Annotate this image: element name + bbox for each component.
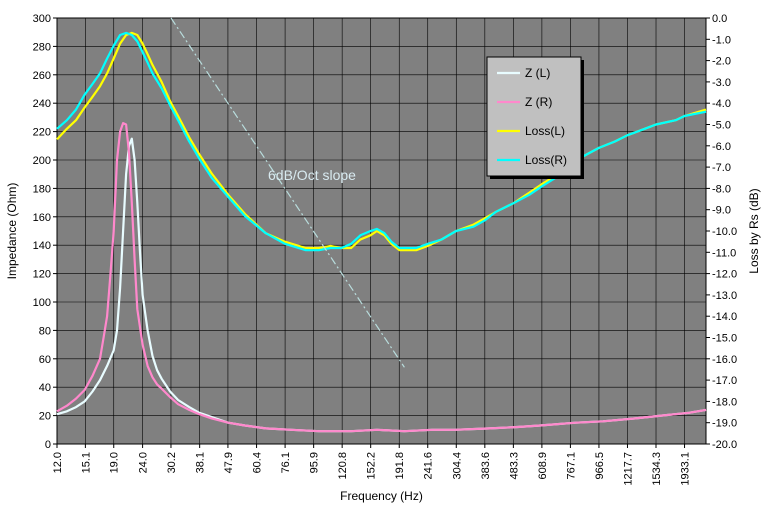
y-left-tick-label: 240: [33, 98, 51, 110]
legend-label: Loss(R): [525, 153, 567, 167]
x-tick-label: 30.2: [166, 452, 178, 473]
x-tick-label: 1217.7: [622, 452, 634, 486]
x-tick-label: 1534.3: [651, 452, 663, 486]
legend-label: Loss(L): [525, 124, 565, 138]
y-left-tick-label: 20: [39, 411, 51, 423]
y-right-tick-label: -15.0: [712, 333, 737, 345]
x-tick-label: 47.9: [223, 452, 235, 473]
slope-annotation: 6dB/Oct slope: [268, 167, 356, 183]
x-tick-label: 383.6: [480, 452, 492, 480]
y-left-tick-label: 60: [39, 354, 51, 366]
y-left-axis-title: Impedance (Ohm): [5, 183, 19, 280]
y-right-tick-label: -17.0: [712, 375, 737, 387]
series-line-z-r: [56, 121, 707, 433]
x-tick-label: 38.1: [195, 452, 207, 473]
y-left-tick-label: 140: [33, 240, 51, 252]
x-tick-label: 241.6: [423, 452, 435, 480]
y-right-tick-label: -18.0: [712, 396, 737, 408]
y-left-tick-label: 300: [33, 13, 51, 25]
y-left-tick-label: 280: [33, 41, 51, 53]
y-right-tick-label: -11.0: [712, 247, 736, 259]
y-right-tick-label: -16.0: [712, 354, 737, 366]
x-tick-label: 1933.1: [680, 452, 692, 486]
x-tick-label: 60.4: [252, 452, 264, 473]
x-tick-label: 95.9: [309, 452, 321, 473]
y-right-tick-label: -3.0: [712, 77, 731, 89]
x-tick-label: 608.9: [537, 452, 549, 480]
y-right-tick-label: -14.0: [712, 311, 737, 323]
y-left-tick-label: 220: [33, 127, 51, 139]
y-right-tick-label: -13.0: [712, 290, 737, 302]
y-right-tick-label: -12.0: [712, 269, 737, 281]
y-right-tick-label: -8.0: [712, 183, 731, 195]
y-left-tick-label: 40: [39, 382, 51, 394]
legend-label: Z (R): [525, 95, 552, 109]
slope-reference-line: [170, 17, 405, 368]
x-tick-label: 152.2: [366, 452, 378, 480]
x-tick-label: 304.4: [451, 452, 463, 480]
y-right-axis-title: Loss by Rs (dB): [747, 188, 761, 273]
y-right-tick-label: -9.0: [712, 205, 731, 217]
x-tick-label: 120.8: [337, 452, 349, 480]
y-right-tick-label: -19.0: [712, 418, 737, 430]
y-left-tick-label: 120: [33, 269, 51, 281]
x-tick-label: 12.0: [52, 452, 64, 473]
x-tick-label: 483.3: [508, 452, 520, 480]
x-axis-title: Frequency (Hz): [340, 489, 423, 503]
y-right-tick-label: 0.0: [712, 13, 727, 25]
legend-box: [486, 56, 582, 177]
y-left-tick-label: 260: [33, 70, 51, 82]
y-right-tick-label: -4.0: [712, 98, 731, 110]
y-right-tick-label: -1.0: [712, 34, 731, 46]
y-right-tick-label: -5.0: [712, 120, 731, 132]
y-left-tick-label: 200: [33, 155, 51, 167]
y-left-tick-label: 80: [39, 325, 51, 337]
x-tick-label: 15.1: [80, 452, 92, 473]
y-left-tick-label: 100: [33, 297, 51, 309]
x-tick-label: 966.5: [594, 452, 606, 480]
y-left-tick-label: 160: [33, 212, 51, 224]
x-tick-label: 76.1: [280, 452, 292, 473]
legend-label: Z (L): [525, 66, 550, 80]
y-right-tick-label: -10.0: [712, 226, 737, 238]
y-left-tick-label: 0: [45, 439, 51, 451]
tick-layer: 0 20 40 60 80 100 120 140 160 180 200 220 240 260 280 3…: [33, 13, 737, 486]
legend: Z (L) Z (R) Loss(L) Loss(R): [486, 56, 584, 179]
y-right-tick-label: -2.0: [712, 56, 731, 68]
y-right-tick-label: -6.0: [712, 141, 731, 153]
x-tick-label: 19.0: [109, 452, 121, 473]
y-right-tick-label: -20.0: [712, 439, 737, 451]
y-left-tick-label: 180: [33, 183, 51, 195]
x-tick-label: 24.0: [138, 452, 150, 473]
x-tick-label: 191.8: [394, 452, 406, 480]
x-tick-label: 767.1: [565, 452, 577, 480]
y-right-tick-label: -7.0: [712, 162, 731, 174]
